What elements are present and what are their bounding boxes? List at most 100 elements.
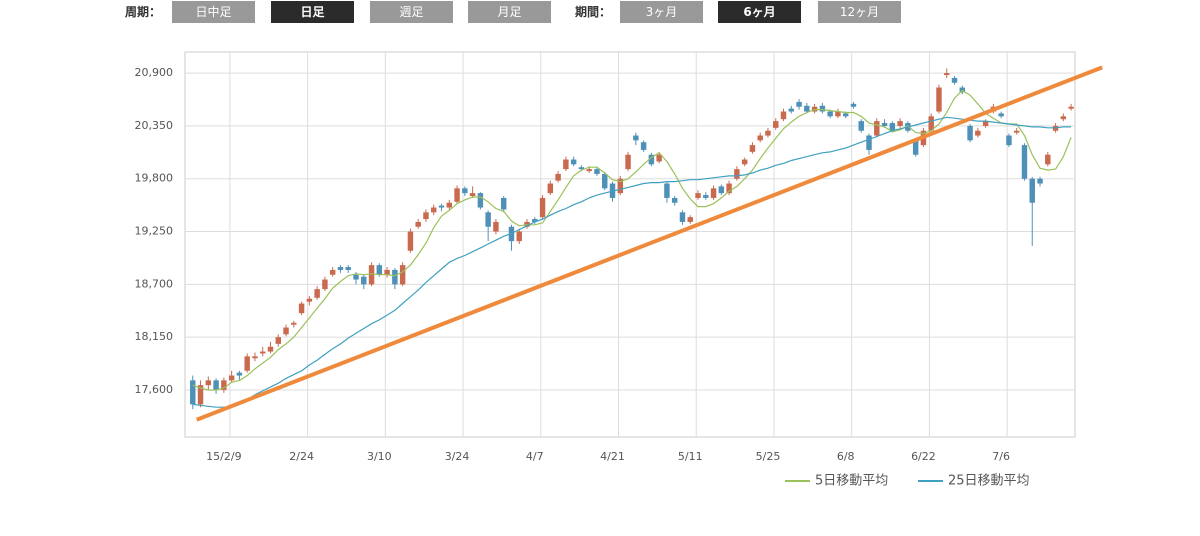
candle-body [897, 121, 903, 126]
candle-body [1021, 145, 1028, 179]
candle-body [703, 195, 709, 198]
candle-body [1060, 116, 1067, 120]
x-tick-label: 5/25 [756, 450, 781, 463]
period-label: 周期： [125, 5, 162, 19]
x-tick-label: 7/6 [992, 450, 1010, 463]
candle-body [640, 142, 647, 150]
candle-body [602, 173, 608, 189]
candle-body [928, 116, 934, 131]
candle-body [462, 188, 468, 194]
candle-body [244, 356, 250, 371]
candle-body [298, 303, 305, 314]
candle-body [399, 265, 406, 285]
period-button[interactable]: 日足 [271, 1, 354, 23]
candle-body [221, 380, 227, 390]
y-tick-label: 20,350 [135, 119, 174, 132]
candle-body [236, 372, 243, 376]
range-button[interactable]: 6ヶ月 [718, 1, 801, 23]
candle-body [493, 221, 499, 232]
candle-body [438, 205, 445, 208]
candle-body [345, 267, 351, 270]
candle-body [765, 130, 771, 136]
candle-body [858, 121, 864, 131]
candle-body [252, 356, 258, 359]
candle-body [329, 269, 336, 275]
candle-body [633, 135, 639, 141]
candle-body [407, 231, 414, 251]
range-button[interactable]: 12ヶ月 [818, 1, 901, 23]
candle-body [353, 274, 359, 280]
period-button[interactable]: 週足 [370, 1, 453, 23]
candle-body [874, 121, 880, 136]
candle-body [384, 269, 390, 275]
candle-body [563, 159, 569, 170]
x-tick-label: 3/10 [367, 450, 392, 463]
candle-body [998, 113, 1004, 117]
candle-body [866, 135, 872, 150]
candle-body [648, 154, 655, 165]
candle-body [469, 193, 476, 197]
candle-body [656, 154, 662, 162]
y-tick-label: 20,900 [135, 66, 174, 79]
candle-body [306, 298, 313, 302]
candle-body [415, 221, 421, 227]
candle-body [314, 289, 320, 298]
candle-body [951, 77, 958, 83]
candle-body [687, 217, 693, 222]
candle-body [500, 197, 507, 210]
ma-line [192, 89, 1072, 391]
candle-body [213, 380, 219, 390]
candle-body [228, 375, 235, 381]
candle-body [889, 123, 896, 131]
candle-body [392, 269, 398, 285]
candle-body [337, 267, 344, 270]
candle-body [1045, 154, 1051, 165]
candle-body [275, 337, 281, 344]
candle-body [796, 101, 802, 107]
trend-line [195, 65, 1103, 422]
y-tick-label: 18,150 [135, 330, 174, 343]
candle-body [936, 87, 942, 112]
candle-body [695, 193, 701, 198]
candle-body [1013, 130, 1020, 133]
candle-body [741, 159, 748, 165]
legend-label: 25日移動平均 [948, 474, 1030, 489]
candle-body [773, 121, 779, 128]
range-label: 期間： [575, 5, 612, 19]
candle-body [532, 219, 538, 222]
candle-body [944, 73, 950, 76]
candle-body [726, 183, 732, 194]
range-button[interactable]: 3ヶ月 [620, 1, 703, 23]
candle-body [912, 140, 919, 155]
candle-body [516, 231, 522, 242]
candle-body [454, 188, 460, 202]
candle-body [710, 188, 717, 198]
candle-body [594, 169, 600, 174]
candle-body [1037, 178, 1043, 184]
ma-line [192, 116, 1072, 408]
candle-body [780, 111, 787, 120]
candle-body [734, 169, 740, 179]
candle-body [1029, 178, 1035, 203]
candle-body [975, 130, 981, 136]
x-tick-label: 15/2/9 [206, 450, 241, 463]
period-button[interactable]: 日中足 [172, 1, 255, 23]
candle-body [1068, 106, 1074, 109]
candle-body [788, 108, 795, 112]
candle-body [982, 121, 989, 126]
candle-body [291, 322, 297, 325]
x-tick-label: 3/24 [445, 450, 470, 463]
candle-body [431, 207, 437, 213]
candle-body [718, 186, 725, 194]
candle-body [578, 167, 585, 170]
candle-body [485, 212, 491, 227]
candle-body [322, 279, 328, 290]
x-tick-label: 4/21 [600, 450, 625, 463]
candle-body [664, 183, 670, 198]
candle-body [190, 380, 196, 405]
candle-body [477, 193, 484, 208]
period-button[interactable]: 月足 [468, 1, 551, 23]
candle-body [283, 327, 289, 335]
